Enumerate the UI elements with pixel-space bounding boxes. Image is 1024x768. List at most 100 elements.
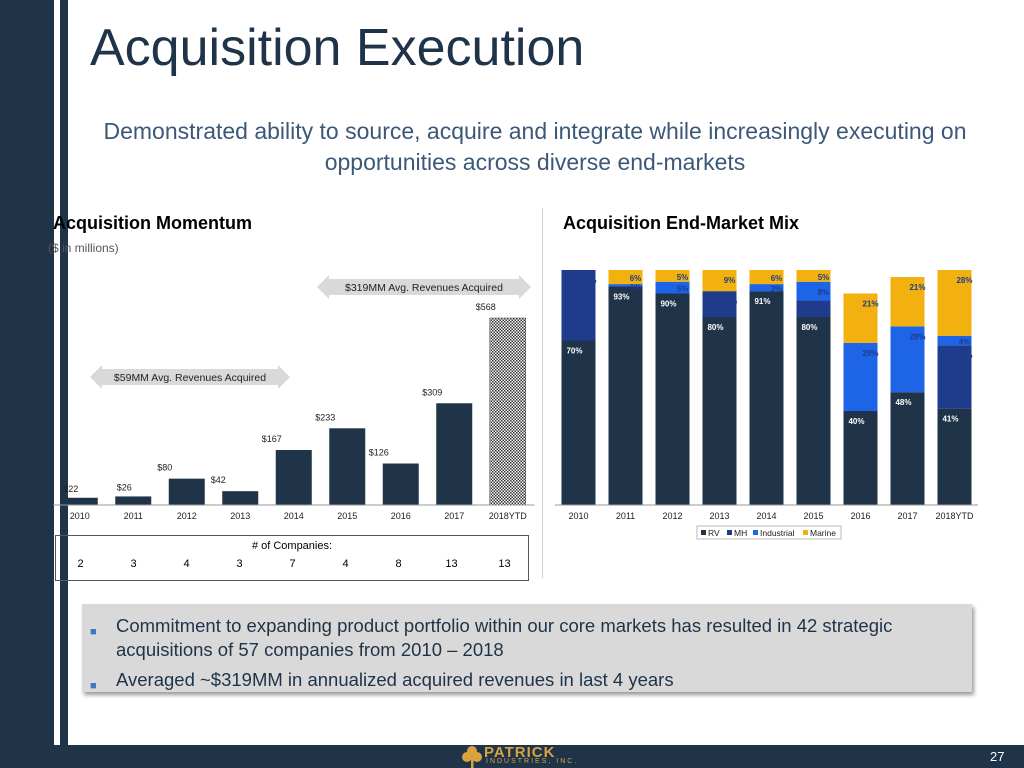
legend-label: RV — [708, 528, 720, 538]
page-title: Acquisition Execution — [90, 19, 585, 77]
tick-label: 2012 — [662, 511, 682, 521]
segment-label: 11% — [722, 297, 738, 306]
tick-label: 2012 — [177, 511, 197, 521]
segment-mh-2010 — [561, 270, 596, 341]
summary-bullets: ■ Commitment to expanding product portfo… — [82, 604, 972, 692]
segment-marine-2013 — [702, 270, 737, 292]
legend-swatch — [727, 530, 732, 535]
company-count: 2 — [77, 558, 84, 570]
segment-marine-2012 — [655, 270, 690, 282]
bullet-text: Averaged ~$319MM in annualized acquired … — [116, 669, 674, 690]
segment-label: 1% — [630, 282, 642, 291]
tick-label: 2013 — [230, 511, 250, 521]
segment-mh-2018YTD — [937, 345, 972, 409]
data-label: $309 — [422, 387, 442, 397]
segment-rv-2013 — [702, 317, 737, 505]
segment-label: 7% — [818, 306, 830, 315]
legend-label: Marine — [810, 528, 836, 538]
segment-label: 5% — [677, 273, 689, 282]
segment-industrial-2014 — [749, 284, 784, 292]
segment-rv-2010 — [561, 340, 596, 505]
data-label: $233 — [315, 412, 335, 422]
arrow-shape — [317, 275, 531, 299]
page-subtitle: Demonstrated ability to source, acquire … — [103, 118, 967, 175]
tick-label: 2011 — [616, 511, 635, 521]
legend-swatch — [753, 530, 758, 535]
data-label: $80 — [157, 463, 172, 473]
logo-wordmark: PATRICK — [484, 744, 556, 761]
segment-industrial-2015 — [796, 281, 831, 301]
segment-label: 21% — [909, 283, 925, 292]
tick-label: 2015 — [337, 511, 357, 521]
tick-label: 2016 — [391, 511, 411, 521]
segment-label: 5% — [818, 273, 830, 282]
data-label: $568 — [476, 302, 496, 312]
bullet-marker-icon: ■ — [90, 626, 97, 638]
segment-label: 40% — [848, 417, 864, 426]
segment-label: 29% — [862, 349, 878, 358]
segment-marine-2014 — [749, 270, 784, 285]
segment-rv-2015 — [796, 317, 831, 505]
arrow-label: $319MM Avg. Revenues Acquired — [345, 282, 503, 294]
companies-header: # of Companies: — [251, 540, 333, 552]
legend-label: Industrial — [760, 528, 795, 538]
segment-label: 93% — [613, 292, 629, 301]
arrow-label: $59MM Avg. Revenues Acquired — [114, 372, 266, 384]
arrow-shape — [90, 365, 290, 389]
bar-2015 — [329, 428, 366, 505]
end-market-mix-chart: 70%30%201093%1%6%201190%5%5%201280%11%9%… — [555, 270, 978, 540]
bar-2013 — [222, 491, 259, 505]
bar-2014 — [275, 450, 312, 505]
company-count: 3 — [236, 558, 243, 570]
segment-label: 30% — [580, 276, 596, 285]
avg-revenue-annotation-recent: $319MM Avg. Revenues Acquired — [317, 275, 531, 299]
tick-label: 2014 — [284, 511, 304, 521]
segment-mh-2013 — [702, 291, 737, 317]
segment-marine-2017 — [890, 277, 925, 327]
company-count: 13 — [498, 558, 511, 570]
company-count: 4 — [342, 558, 349, 570]
segment-rv-2011 — [608, 286, 643, 505]
segment-industrial-2012 — [655, 281, 690, 294]
tick-label: 2018YTD — [935, 511, 974, 521]
segment-label: 70% — [566, 347, 582, 356]
companies-count-table: # of Companies: 2 3 4 3 7 4 8 13 13 — [55, 535, 529, 581]
segment-industrial-2018YTD — [937, 335, 972, 346]
segment-mh-2015 — [796, 300, 831, 317]
segment-marine-2016 — [843, 293, 878, 343]
bar-2016 — [382, 463, 419, 505]
company-count: 3 — [130, 558, 137, 570]
tick-label: 2016 — [850, 511, 870, 521]
company-count: 8 — [395, 558, 402, 570]
segment-label: 27% — [956, 351, 972, 360]
tick-label: 2010 — [568, 511, 588, 521]
tick-label: 2018YTD — [489, 511, 528, 521]
company-logo: PATRICK INDUSTRIES, INC. — [458, 744, 588, 768]
tick-label: 2011 — [124, 511, 143, 521]
legend-label: MH — [734, 528, 747, 538]
bar-2017 — [436, 403, 473, 505]
segment-rv-2017 — [890, 392, 925, 505]
tick-label: 2014 — [756, 511, 776, 521]
data-label: $26 — [117, 482, 132, 492]
segment-marine-2018YTD — [937, 270, 972, 336]
bullet-marker-icon: ■ — [90, 680, 97, 692]
acquisition-momentum-chart: $22 2010 $26 2011 $80 2012 $42 2013 $167 2014 $233… — [53, 275, 535, 521]
segment-label: 21% — [862, 300, 878, 309]
segment-label: 6% — [630, 274, 642, 283]
sidebar-band — [0, 0, 54, 745]
page-number: 27 — [990, 749, 1005, 764]
data-label: $167 — [262, 434, 282, 444]
panel-divider — [542, 208, 543, 578]
segment-industrial-2016 — [843, 342, 878, 411]
units-note: ($ in millions) — [48, 241, 119, 255]
segment-industrial-2017 — [890, 326, 925, 393]
legend-box — [696, 525, 842, 540]
legend: RV MH Industrial Marine — [696, 525, 842, 540]
segment-label: 9% — [724, 276, 736, 285]
data-label: $126 — [369, 448, 389, 458]
shamrock-icon — [462, 746, 482, 768]
segment-label: 80% — [707, 323, 723, 332]
segment-label: 6% — [771, 274, 783, 283]
legend-swatch — [803, 530, 808, 535]
